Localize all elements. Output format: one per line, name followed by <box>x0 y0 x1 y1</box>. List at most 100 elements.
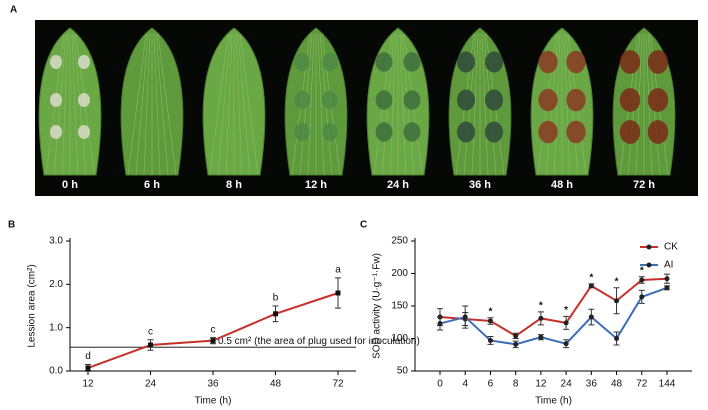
point <box>273 311 278 317</box>
time-label: 0 h <box>62 179 78 191</box>
point <box>148 342 153 348</box>
leaf-vein <box>157 33 177 176</box>
y-tick-label: 1.0 <box>49 322 63 333</box>
lesion <box>50 125 62 139</box>
leaf-vein <box>563 33 571 176</box>
point <box>462 314 468 320</box>
lesion <box>647 88 669 112</box>
lesion <box>619 50 641 74</box>
lesion <box>538 120 558 144</box>
reference-label: 0.5 cm² (the area of plug used for inocu… <box>218 336 420 347</box>
y-tick-label: 50 <box>397 366 409 377</box>
legend-marker <box>646 262 652 268</box>
legend-label: AI <box>664 260 673 271</box>
lesion <box>485 51 503 73</box>
x-tick-label: 4 <box>462 379 468 390</box>
lesion <box>78 93 90 107</box>
lesion <box>566 50 586 74</box>
time-label: 36 h <box>469 179 491 191</box>
x-axis-label: Time (h) <box>195 396 232 407</box>
y-tick-label: 250 <box>391 236 408 247</box>
lesion <box>538 50 558 74</box>
leaf-vein <box>317 33 325 176</box>
time-label: 72 h <box>633 179 655 191</box>
x-tick-label: 48 <box>270 379 282 390</box>
x-tick-label: 36 <box>207 379 219 390</box>
point <box>538 334 544 340</box>
lesion <box>485 121 503 143</box>
point <box>588 314 594 320</box>
x-tick-label: 72 <box>636 379 648 390</box>
point <box>487 318 493 324</box>
lesion <box>375 122 393 142</box>
significance-star: * <box>539 300 543 311</box>
leaf-vein <box>127 33 147 176</box>
leaf-vein <box>143 33 151 176</box>
lesion <box>403 90 421 110</box>
time-label: 24 h <box>387 179 409 191</box>
panel-label: B <box>8 220 15 231</box>
point <box>513 333 519 339</box>
lesion <box>78 125 90 139</box>
x-tick-label: 12 <box>535 379 547 390</box>
leaf-vein <box>389 33 397 176</box>
significance-star: * <box>640 265 644 276</box>
x-tick-label: 8 <box>513 379 519 390</box>
lesion <box>619 88 641 112</box>
x-tick-label: 72 <box>332 379 344 390</box>
leaf-vein <box>217 33 231 176</box>
lesion <box>322 122 338 142</box>
leaf-vein <box>471 33 479 176</box>
point <box>513 341 519 347</box>
point <box>335 290 341 296</box>
lesion <box>619 120 641 144</box>
leaf-vein <box>153 33 161 176</box>
lesion <box>294 122 310 142</box>
y-axis-label: SOD activity (U·g⁻¹·Fw) <box>372 253 383 359</box>
significance-letter: c <box>211 324 216 335</box>
lesion <box>322 90 338 110</box>
lesion <box>294 90 310 110</box>
significance-letter: a <box>335 264 341 275</box>
lesion <box>322 52 338 72</box>
y-tick-label: 3.0 <box>49 236 63 247</box>
point <box>563 341 569 347</box>
x-tick-label: 144 <box>659 379 676 390</box>
y-tick-label: 200 <box>391 268 408 279</box>
panel-label: C <box>360 220 367 231</box>
x-tick-label: 0 <box>437 379 443 390</box>
point <box>538 315 544 321</box>
point <box>85 365 91 371</box>
lesion <box>294 52 310 72</box>
point <box>487 337 493 343</box>
x-tick-label: 12 <box>82 379 94 390</box>
significance-letter: c <box>148 326 153 337</box>
lesion <box>538 88 558 112</box>
point <box>437 321 443 327</box>
significance-star: * <box>589 273 593 284</box>
leaf-vein <box>239 33 259 176</box>
x-axis-label: Time (h) <box>535 396 572 407</box>
x-tick-label: 48 <box>611 379 623 390</box>
lesion <box>403 122 421 142</box>
lesion <box>457 89 475 111</box>
leaf-vein <box>307 33 315 176</box>
lesion <box>647 120 669 144</box>
leaf-vein <box>481 33 489 176</box>
leaf-vein <box>61 33 69 176</box>
point <box>588 283 594 289</box>
significance-letter: b <box>273 293 279 304</box>
point <box>639 294 645 300</box>
leaf-vein <box>209 33 229 176</box>
lesion <box>566 88 586 112</box>
leaf-vein <box>155 33 169 176</box>
point <box>563 320 569 326</box>
point <box>210 338 216 344</box>
significance-star: * <box>564 305 568 316</box>
legend-marker <box>646 244 652 250</box>
lesion <box>457 51 475 73</box>
series-line <box>439 277 668 338</box>
leaf-vein <box>225 33 233 176</box>
lesion <box>375 90 393 110</box>
